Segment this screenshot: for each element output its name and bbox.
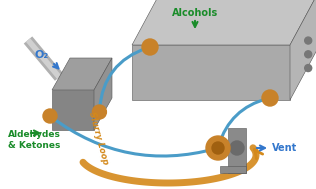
Polygon shape [132, 45, 290, 100]
Polygon shape [94, 58, 112, 130]
Circle shape [92, 105, 106, 119]
Polygon shape [290, 0, 316, 100]
Circle shape [206, 136, 230, 160]
Circle shape [230, 141, 244, 155]
Text: Slurry Loop: Slurry Loop [87, 111, 109, 165]
Circle shape [43, 109, 57, 123]
Polygon shape [132, 0, 316, 45]
Circle shape [262, 90, 278, 106]
Circle shape [142, 39, 158, 55]
Text: Aldehydes
& Ketones: Aldehydes & Ketones [8, 130, 61, 150]
Text: O₂: O₂ [35, 50, 49, 60]
Polygon shape [52, 90, 94, 130]
Polygon shape [220, 166, 246, 173]
Circle shape [305, 65, 312, 72]
Polygon shape [52, 58, 112, 90]
Circle shape [305, 37, 312, 44]
Polygon shape [228, 128, 246, 173]
Circle shape [305, 51, 312, 58]
Text: Alcohols: Alcohols [172, 8, 218, 18]
Text: Vent: Vent [272, 143, 297, 153]
Circle shape [212, 142, 224, 154]
